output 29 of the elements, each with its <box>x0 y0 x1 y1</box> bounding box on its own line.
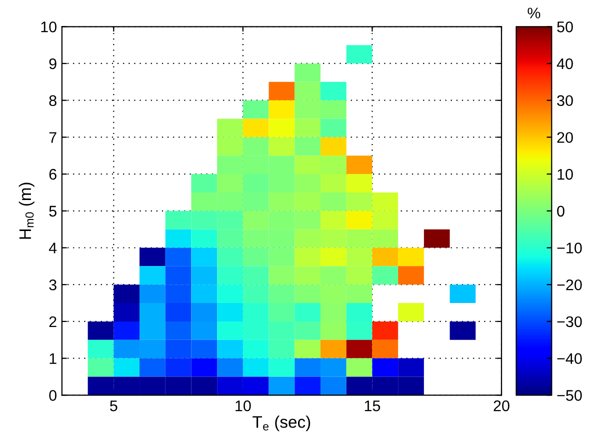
y-tick-label: 2 <box>49 316 56 327</box>
y-tick-label: 5 <box>49 206 56 217</box>
color-bar-label: 50 <box>557 22 573 32</box>
x-tick-label: 10 <box>236 400 251 412</box>
color-bar-label: −40 <box>557 353 582 364</box>
y-tick-label: 9 <box>49 58 56 70</box>
y-tick-label: 7 <box>49 132 56 143</box>
y-tick-label: 4 <box>48 242 57 254</box>
color-bar-title: % <box>528 8 540 18</box>
x-tick-label: 5 <box>110 400 118 412</box>
x-axis-title: T$_{e}$ (sec) <box>252 416 310 432</box>
y-tick-label: 8 <box>49 95 56 106</box>
x-tick-label: 20 <box>494 400 510 412</box>
y-tick-label: 1 <box>50 353 56 364</box>
y-axis-title: H$_{m0}$ (m) <box>18 182 34 239</box>
color-bar-label: −10 <box>557 242 582 254</box>
color-bar-label: 30 <box>557 95 573 106</box>
color-bar-label: 10 <box>558 168 573 180</box>
color-bar-label: 40 <box>556 58 573 70</box>
color-bar-label: −20 <box>557 279 582 290</box>
y-tick-label: 0 <box>49 390 56 401</box>
color-bar-label: 0 <box>557 206 564 217</box>
color-bar-label: 20 <box>557 132 573 143</box>
color-bar-label: −50 <box>557 390 582 401</box>
y-tick-label: 3 <box>49 279 56 290</box>
y-tick-label: 10 <box>41 22 56 32</box>
color-bar-label: −30 <box>557 316 582 328</box>
x-tick-label: 15 <box>364 400 380 412</box>
y-tick-label: 6 <box>49 168 56 180</box>
